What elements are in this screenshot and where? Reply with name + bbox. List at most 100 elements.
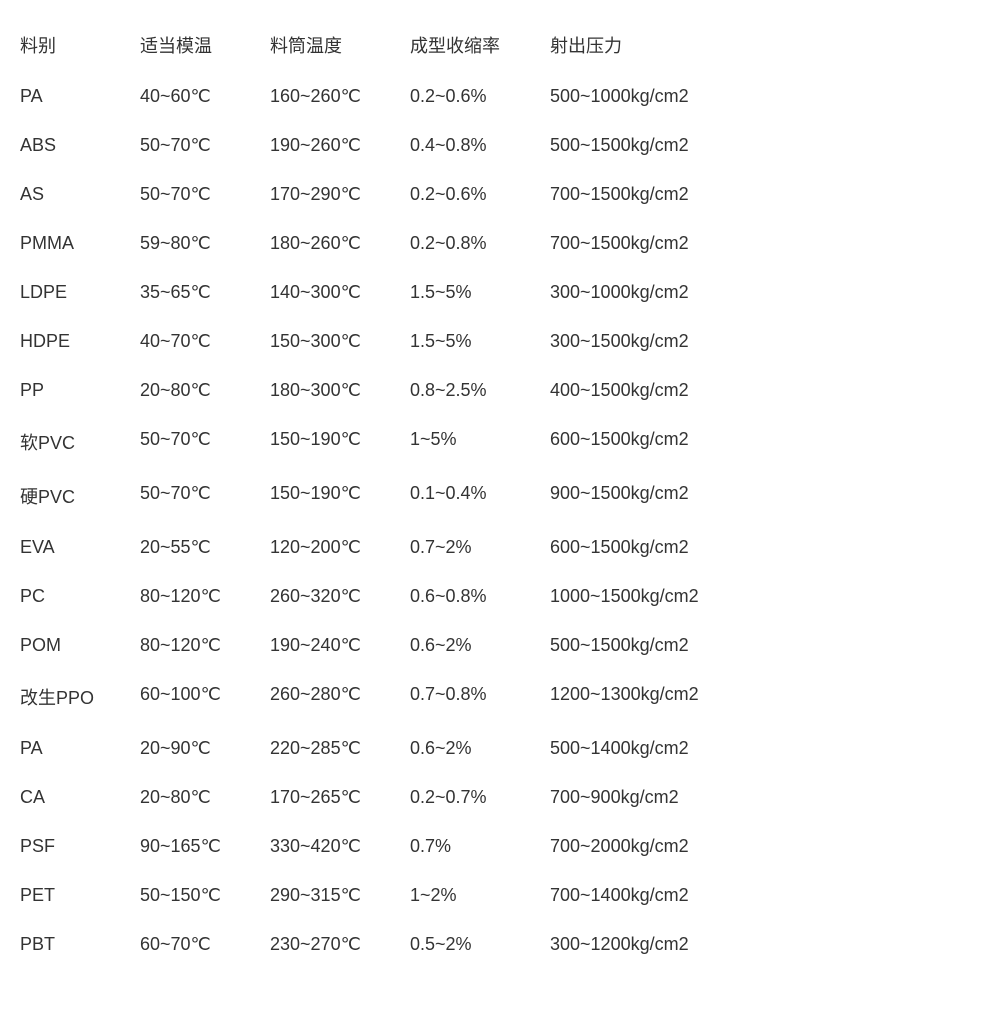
table-cell: 190~240℃ [270,621,410,670]
table-cell: 500~1500kg/cm2 [550,121,780,170]
table-cell: PET [20,871,140,920]
table-cell: 0.2~0.6% [410,72,550,121]
table-cell: 140~300℃ [270,268,410,317]
table-row: 硬PVC50~70℃150~190℃0.1~0.4%900~1500kg/cm2 [20,469,780,523]
table-cell: 20~55℃ [140,523,270,572]
table-cell: 170~265℃ [270,773,410,822]
table-cell: 700~900kg/cm2 [550,773,780,822]
table-cell: 160~260℃ [270,72,410,121]
table-cell: 700~2000kg/cm2 [550,822,780,871]
table-cell: 150~190℃ [270,469,410,523]
table-cell: 0.4~0.8% [410,121,550,170]
table-cell: 150~300℃ [270,317,410,366]
table-cell: 20~80℃ [140,773,270,822]
table-cell: 1200~1300kg/cm2 [550,670,780,724]
table-cell: 20~80℃ [140,366,270,415]
table-cell: 1000~1500kg/cm2 [550,572,780,621]
table-cell: 80~120℃ [140,572,270,621]
table-cell: 90~165℃ [140,822,270,871]
table-row: LDPE35~65℃140~300℃1.5~5%300~1000kg/cm2 [20,268,780,317]
table-cell: 40~70℃ [140,317,270,366]
table-cell: 330~420℃ [270,822,410,871]
table-cell: 59~80℃ [140,219,270,268]
table-cell: PA [20,72,140,121]
table-cell: PBT [20,920,140,969]
table-cell: 700~1500kg/cm2 [550,170,780,219]
table-cell: 300~1000kg/cm2 [550,268,780,317]
table-cell: 80~120℃ [140,621,270,670]
table-cell: 0.7~2% [410,523,550,572]
table-cell: 400~1500kg/cm2 [550,366,780,415]
table-row: PBT60~70℃230~270℃0.5~2%300~1200kg/cm2 [20,920,780,969]
table-cell: 700~1500kg/cm2 [550,219,780,268]
col-header-mold-temp: 适当模温 [140,18,270,72]
table-cell: 0.8~2.5% [410,366,550,415]
table-row: ABS50~70℃190~260℃0.4~0.8%500~1500kg/cm2 [20,121,780,170]
table-cell: ABS [20,121,140,170]
table-row: 软PVC50~70℃150~190℃1~5%600~1500kg/cm2 [20,415,780,469]
table-cell: HDPE [20,317,140,366]
table-cell: 600~1500kg/cm2 [550,523,780,572]
table-cell: 700~1400kg/cm2 [550,871,780,920]
table-row: CA20~80℃170~265℃0.2~0.7%700~900kg/cm2 [20,773,780,822]
table-cell: 0.7% [410,822,550,871]
col-header-pressure: 射出压力 [550,18,780,72]
table-cell: 0.6~2% [410,621,550,670]
table-cell: 0.5~2% [410,920,550,969]
col-header-shrinkage: 成型收缩率 [410,18,550,72]
table-cell: 300~1200kg/cm2 [550,920,780,969]
table-cell: 1.5~5% [410,268,550,317]
table-cell: PP [20,366,140,415]
table-body: PA40~60℃160~260℃0.2~0.6%500~1000kg/cm2AB… [20,72,780,969]
table-cell: 1~2% [410,871,550,920]
table-cell: 1.5~5% [410,317,550,366]
table-cell: 0.2~0.7% [410,773,550,822]
table-row: PP20~80℃180~300℃0.8~2.5%400~1500kg/cm2 [20,366,780,415]
table-cell: 500~1000kg/cm2 [550,72,780,121]
table-header-row: 料别 适当模温 料筒温度 成型收缩率 射出压力 [20,18,780,72]
table-cell: 40~60℃ [140,72,270,121]
table-cell: 120~200℃ [270,523,410,572]
table-cell: 软PVC [20,415,140,469]
table-cell: PA [20,724,140,773]
table-cell: AS [20,170,140,219]
table-cell: 150~190℃ [270,415,410,469]
col-header-barrel-temp: 料筒温度 [270,18,410,72]
table-cell: PC [20,572,140,621]
table-cell: 0.7~0.8% [410,670,550,724]
table-row: 改生PPO60~100℃260~280℃0.7~0.8%1200~1300kg/… [20,670,780,724]
table-cell: 1~5% [410,415,550,469]
table-row: PA40~60℃160~260℃0.2~0.6%500~1000kg/cm2 [20,72,780,121]
table-cell: 50~70℃ [140,469,270,523]
table-cell: 180~260℃ [270,219,410,268]
table-cell: 50~70℃ [140,170,270,219]
table-cell: 500~1500kg/cm2 [550,621,780,670]
table-cell: POM [20,621,140,670]
table-cell: 500~1400kg/cm2 [550,724,780,773]
table-cell: 硬PVC [20,469,140,523]
table-cell: CA [20,773,140,822]
table-cell: PMMA [20,219,140,268]
table-cell: 20~90℃ [140,724,270,773]
table-row: PA20~90℃220~285℃0.6~2%500~1400kg/cm2 [20,724,780,773]
table-cell: 260~320℃ [270,572,410,621]
table-cell: 190~260℃ [270,121,410,170]
table-cell: 50~70℃ [140,121,270,170]
table-cell: 170~290℃ [270,170,410,219]
table-row: PMMA59~80℃180~260℃0.2~0.8%700~1500kg/cm2 [20,219,780,268]
table-row: AS50~70℃170~290℃0.2~0.6%700~1500kg/cm2 [20,170,780,219]
table-cell: 60~70℃ [140,920,270,969]
table-cell: 600~1500kg/cm2 [550,415,780,469]
table-row: POM80~120℃190~240℃0.6~2%500~1500kg/cm2 [20,621,780,670]
table-row: PET50~150℃290~315℃1~2%700~1400kg/cm2 [20,871,780,920]
table-cell: 180~300℃ [270,366,410,415]
table-cell: 220~285℃ [270,724,410,773]
table-cell: PSF [20,822,140,871]
table-cell: 50~70℃ [140,415,270,469]
table-row: PSF90~165℃330~420℃0.7%700~2000kg/cm2 [20,822,780,871]
table-cell: 35~65℃ [140,268,270,317]
table-cell: 260~280℃ [270,670,410,724]
table-row: EVA20~55℃120~200℃0.7~2%600~1500kg/cm2 [20,523,780,572]
table-cell: LDPE [20,268,140,317]
table-row: HDPE40~70℃150~300℃1.5~5%300~1500kg/cm2 [20,317,780,366]
